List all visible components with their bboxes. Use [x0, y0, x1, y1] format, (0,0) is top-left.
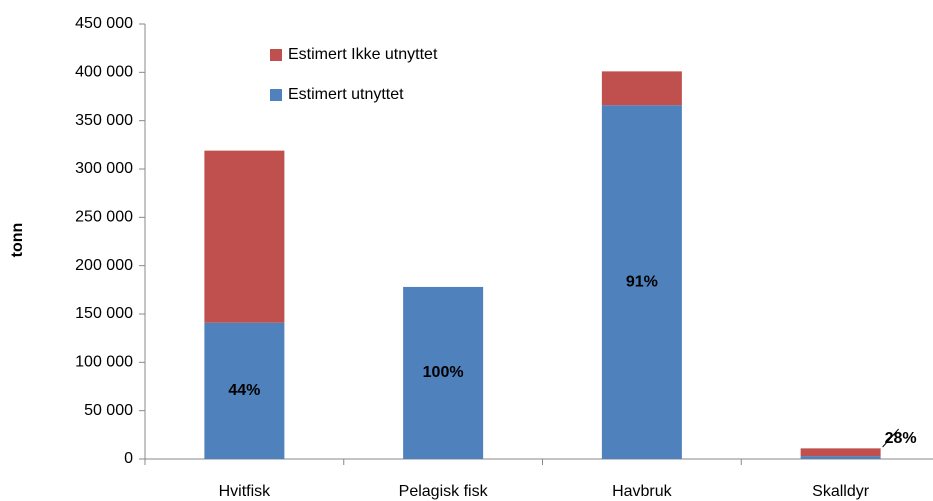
bar-segment — [204, 322, 285, 459]
x-tick-label: Hvitfisk — [219, 483, 272, 500]
bar-segment — [601, 105, 682, 459]
annotation-arrow — [882, 428, 899, 448]
y-tick-label: 50 000 — [84, 402, 133, 419]
legend-label: Estimert Ikke utnyttet — [288, 46, 438, 63]
x-tick-label: Havbruk — [612, 483, 673, 500]
y-tick-label: 300 000 — [75, 160, 133, 177]
y-tick-label: 0 — [124, 450, 133, 467]
bar-annotation: 28% — [885, 430, 917, 447]
y-tick-label: 250 000 — [75, 209, 133, 226]
bar-annotation: 91% — [626, 273, 658, 290]
x-tick-label: Skalldyr — [812, 483, 870, 500]
bar-segment — [204, 150, 285, 323]
bar-segment — [800, 456, 881, 459]
legend-swatch — [270, 89, 282, 101]
y-tick-label: 350 000 — [75, 112, 133, 129]
bar-segment — [601, 71, 682, 106]
y-axis-label: tonn — [9, 223, 26, 258]
legend-label: Estimert utnyttet — [288, 86, 404, 103]
y-tick-label: 200 000 — [75, 257, 133, 274]
y-tick-label: 450 000 — [75, 15, 133, 32]
x-tick-label: Pelagisk fisk — [399, 483, 489, 500]
bar-annotation: 44% — [228, 382, 260, 399]
legend-swatch — [270, 49, 282, 61]
y-tick-label: 400 000 — [75, 64, 133, 81]
y-tick-label: 150 000 — [75, 305, 133, 322]
bar-segment — [403, 286, 484, 459]
bar-annotation: 100% — [423, 364, 464, 381]
y-tick-label: 100 000 — [75, 354, 133, 371]
bar-segment — [800, 448, 881, 457]
